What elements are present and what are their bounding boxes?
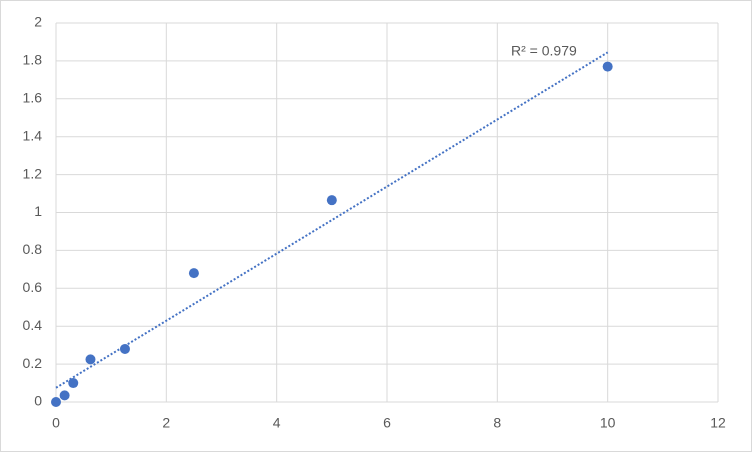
y-tick-label: 0.2 bbox=[23, 355, 43, 371]
point bbox=[51, 397, 61, 407]
y-tick-label: 1.2 bbox=[23, 165, 43, 181]
y-tick-label: 0 bbox=[34, 393, 42, 409]
point bbox=[85, 354, 96, 365]
x-tick-label: 10 bbox=[600, 415, 616, 431]
x-tick-label: 6 bbox=[383, 415, 391, 431]
x-tick-label: 8 bbox=[493, 415, 501, 431]
y-tick-label: 1 bbox=[34, 203, 42, 219]
y-tick-label: 0.4 bbox=[23, 317, 43, 333]
y-tick-label: 1.6 bbox=[23, 90, 43, 106]
x-tick-label: 4 bbox=[273, 415, 281, 431]
point bbox=[119, 343, 130, 354]
y-tick-label: 1.8 bbox=[23, 52, 43, 68]
x-tick-label: 2 bbox=[162, 415, 170, 431]
point bbox=[68, 378, 79, 389]
point bbox=[59, 390, 70, 401]
x-tick-label: 12 bbox=[710, 415, 726, 431]
y-tick-label: 1.4 bbox=[23, 127, 43, 143]
y-tick-label: 2 bbox=[34, 14, 42, 30]
point bbox=[602, 61, 613, 72]
annotation: R² = 0.979 bbox=[511, 43, 577, 59]
y-tick-label: 0.6 bbox=[23, 279, 43, 295]
point bbox=[326, 195, 337, 206]
x-tick-label: 0 bbox=[52, 415, 60, 431]
point bbox=[188, 268, 199, 279]
y-tick-label: 0.8 bbox=[23, 241, 43, 257]
